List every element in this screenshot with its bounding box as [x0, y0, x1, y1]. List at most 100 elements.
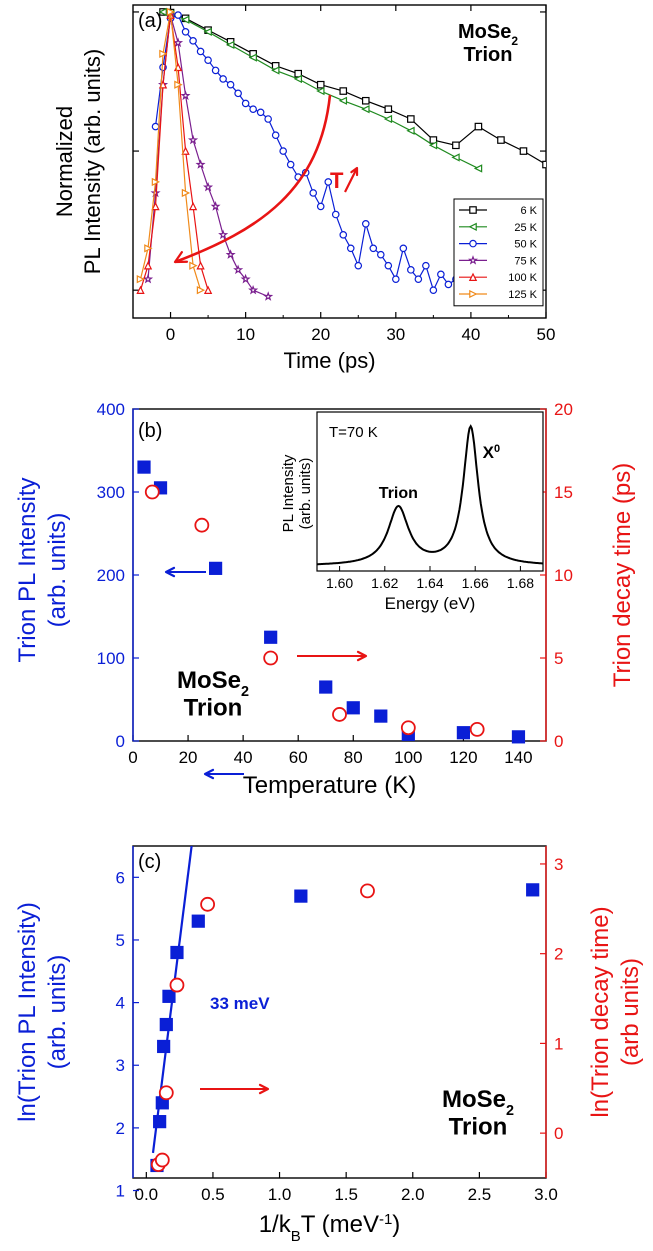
right-tick-label: 5: [554, 649, 563, 668]
title-subscript: 2: [506, 1103, 514, 1119]
x-label-superscript: -1: [379, 1211, 392, 1228]
x-tick-label: 100: [394, 748, 422, 767]
data-point: [144, 244, 153, 253]
data-point: [166, 7, 176, 17]
right-tick-label: 0: [554, 1124, 563, 1143]
x-tick-label: 1.5: [334, 1185, 358, 1204]
left-tick-label: 400: [97, 400, 125, 419]
x-label-part: T (meV: [301, 1211, 379, 1238]
title-formula: MoSe: [177, 667, 241, 694]
legend-marker: [469, 289, 478, 299]
data-point: [256, 108, 265, 117]
left-tick-label: 100: [97, 649, 125, 668]
x-label-subscript: B: [291, 1228, 301, 1245]
x-tick-label: 2.0: [401, 1185, 425, 1204]
left-axis-label-line1: ln(Trion PL Intensity): [14, 902, 41, 1122]
right-axis-arrow: [297, 650, 368, 662]
data-point: [159, 1017, 173, 1032]
left-axis-label-line2: (arb. units): [44, 955, 71, 1070]
decay-series: [144, 484, 485, 737]
x-tick-label: 80: [344, 748, 363, 767]
data-point: [136, 274, 146, 284]
data-point: [271, 131, 280, 140]
data-point: [181, 146, 190, 155]
data-point: [319, 680, 333, 694]
data-point: [136, 285, 145, 294]
left-axis-label-line2: (arb. units): [44, 513, 71, 628]
data-point: [451, 153, 460, 162]
x-label-part: ): [392, 1211, 400, 1238]
data-point: [174, 80, 183, 89]
data-point: [154, 1152, 170, 1168]
data-point: [474, 122, 483, 131]
x-tick-label: 140: [504, 748, 532, 767]
inset-y-axis-label-line2: (arb. units): [297, 458, 314, 530]
y-axis-label-line2: PL Intensity (arb. units): [80, 49, 105, 274]
y-axis-label-line1: Normalized: [52, 106, 77, 217]
data-point: [241, 99, 250, 108]
data-point: [219, 75, 227, 83]
data-point: [264, 115, 272, 123]
title-subscript: 2: [241, 684, 249, 700]
intensity-series: [137, 460, 526, 744]
inset: 1.60 1.62 1.64 1.66 1.68 T=70 K Trion X0 Energy …: [280, 411, 544, 613]
data-point: [196, 261, 205, 270]
series-100k: [136, 10, 213, 294]
data-point: [196, 47, 205, 56]
data-point: [437, 270, 445, 279]
inset-y-axis-label-line1: PL Intensity: [280, 454, 297, 532]
legend-label: 50 K: [514, 239, 537, 251]
data-point: [151, 201, 160, 211]
left-tick-label: 4: [116, 994, 125, 1013]
data-point: [189, 261, 198, 270]
data-point: [400, 720, 416, 736]
panel-label: (a): [138, 10, 162, 32]
right-tick-label: 3: [554, 855, 563, 874]
data-point: [429, 286, 438, 294]
data-point: [187, 134, 199, 145]
x-tick-label: 40: [461, 325, 480, 344]
data-point: [143, 261, 153, 270]
data-point: [542, 160, 546, 169]
data-point: [195, 159, 206, 169]
title-formula: MoSe: [442, 1086, 506, 1113]
x-axis-label: Time (ps): [283, 348, 375, 373]
data-point: [203, 27, 212, 36]
arrow-curve: [174, 94, 332, 264]
data-point: [338, 96, 348, 105]
data-point: [169, 977, 185, 993]
data-point: [234, 89, 242, 98]
data-point: [203, 285, 213, 294]
inset-annotation: T=70 K: [329, 424, 378, 441]
annotation-arrow-head: [350, 166, 359, 177]
data-point: [158, 1085, 174, 1101]
data-point: [374, 709, 388, 723]
legend-label: 25 K: [514, 222, 537, 234]
data-point: [153, 1115, 167, 1129]
data-point: [181, 28, 190, 36]
data-point: [170, 945, 184, 960]
data-point: [240, 273, 251, 284]
right-axis-label-line2: (arb units): [617, 958, 644, 1066]
x-tick-label: 0.5: [201, 1185, 225, 1204]
data-point: [196, 286, 206, 295]
data-point: [324, 178, 333, 186]
data-point: [188, 201, 198, 211]
x-tick-label: 20: [311, 325, 330, 344]
panel-b: 0 20 40 60 80 100 120 140010020030040005101520(…: [14, 400, 636, 799]
data-point: [157, 1039, 171, 1054]
data-point: [383, 114, 393, 124]
legend-box: [453, 198, 544, 307]
legend: 6 K 25 K 50 K 75 K 100 K 125 K: [453, 198, 544, 307]
peak-label-main: X: [483, 443, 495, 462]
legend-marker: [469, 239, 477, 248]
left-axis-arrow: [164, 566, 206, 578]
title-subscript: 2: [511, 34, 518, 48]
left-axis-arrow: [203, 768, 244, 780]
x-tick-label: 1.0: [268, 1185, 292, 1204]
data-point: [150, 187, 161, 198]
data-point: [279, 147, 287, 155]
inset-x-axis-label: Energy (eV): [385, 594, 476, 613]
inset-frame: [316, 411, 544, 572]
series-125k: [136, 7, 206, 295]
